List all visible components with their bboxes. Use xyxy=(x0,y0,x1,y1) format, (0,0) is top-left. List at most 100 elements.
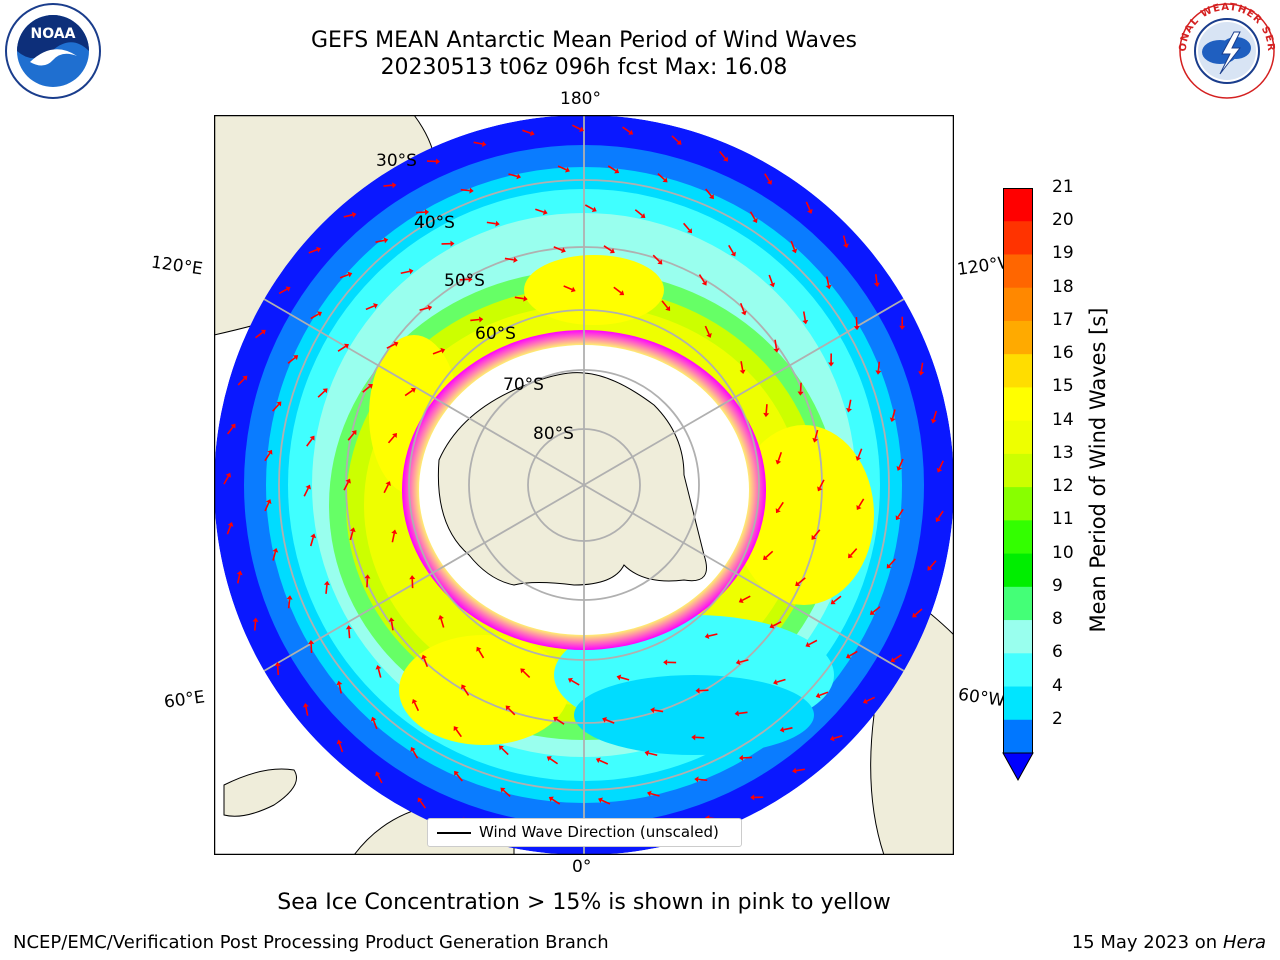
colorbar-tick-label: 4 xyxy=(1052,675,1063,696)
wind-wave-arrow xyxy=(375,664,382,678)
wind-wave-arrow xyxy=(899,316,906,330)
colorbar-segment xyxy=(1003,221,1033,255)
wind-wave-arrow xyxy=(417,797,427,809)
wind-wave-arrow xyxy=(738,595,751,603)
wind-wave-arrow xyxy=(869,606,881,615)
wind-wave-arrow xyxy=(476,646,485,659)
wind-wave-arrow xyxy=(416,209,430,216)
noaa-logo: NOAA xyxy=(2,2,104,100)
chart-subtitle: 20230513 t06z 096h fcst Max: 16.08 xyxy=(380,55,788,80)
wind-wave-arrow xyxy=(383,481,391,494)
wind-wave-arrow xyxy=(287,355,299,364)
wind-wave-arrow xyxy=(553,246,566,253)
wind-wave-arrow xyxy=(226,423,236,435)
wind-wave-arrow xyxy=(237,375,248,386)
wind-wave-arrow xyxy=(613,286,625,296)
wind-wave-arrows xyxy=(223,124,944,846)
footer-host: Hera xyxy=(1222,932,1266,953)
wind-wave-arrow xyxy=(634,209,646,218)
colorbar-tick-label: 13 xyxy=(1052,442,1074,463)
wind-wave-arrow xyxy=(797,382,804,396)
wind-wave-arrow xyxy=(370,716,378,730)
wind-wave-arrow xyxy=(339,271,353,279)
wind-wave-arrow xyxy=(719,151,728,162)
colorbar-segment xyxy=(1003,553,1033,588)
wind-wave-arrow xyxy=(616,674,630,681)
wind-wave-arrow xyxy=(553,716,565,725)
wind-wave-arrow xyxy=(426,158,440,165)
colorbar-segment xyxy=(1003,320,1033,355)
colorbar-tick-label: 6 xyxy=(1052,642,1063,663)
wind-wave-arrow xyxy=(432,347,446,355)
colorbar-tick-label: 2 xyxy=(1052,708,1063,729)
wind-wave-arrow xyxy=(453,726,462,738)
colorbar-segment xyxy=(1003,453,1033,488)
lat-label-40s: 40°S xyxy=(414,213,455,233)
wind-wave-arrow xyxy=(704,633,718,639)
wind-wave-arrow xyxy=(595,757,609,765)
wind-wave-arrow xyxy=(387,433,397,444)
colorbar-tick-label: 11 xyxy=(1052,509,1074,530)
footer-credit: NCEP/EMC/Verification Post Processing Pr… xyxy=(13,932,609,953)
wind-wave-arrow xyxy=(461,684,470,696)
wind-wave-arrow xyxy=(337,343,349,352)
wind-wave-arrow xyxy=(728,244,736,257)
wind-wave-arrow xyxy=(895,508,904,521)
wind-wave-arrow xyxy=(855,448,863,461)
colorbar-tick-label: 12 xyxy=(1052,476,1074,497)
wind-wave-arrow xyxy=(255,329,266,339)
wind-wave-arrow xyxy=(644,750,658,757)
wind-wave-arrow xyxy=(272,401,282,412)
colorbar-tick-label: 18 xyxy=(1052,276,1074,297)
wind-wave-arrow xyxy=(252,617,259,631)
wind-wave-arrow xyxy=(930,410,938,424)
wind-wave-arrow xyxy=(264,449,273,462)
wind-wave-arrow xyxy=(421,654,429,668)
wind-wave-arrow xyxy=(842,235,849,249)
wind-wave-arrow xyxy=(347,430,357,441)
wind-wave-arrow xyxy=(336,739,344,753)
wind-wave-arrow xyxy=(661,300,671,312)
wind-wave-arrow xyxy=(764,173,773,185)
wind-wave-arrow xyxy=(514,295,528,302)
wind-wave-arrow xyxy=(308,246,321,254)
colorbar-tick-label: 19 xyxy=(1052,243,1074,264)
wind-wave-arrow xyxy=(548,796,561,805)
wind-wave-arrow xyxy=(223,472,231,485)
wind-wave-arrow xyxy=(391,529,398,543)
wind-wave-arrow xyxy=(598,797,611,805)
wind-wave-arrow xyxy=(646,790,660,797)
wind-wave-arrow xyxy=(739,361,746,375)
wind-wave-arrow xyxy=(705,188,714,200)
wind-wave-arrow xyxy=(520,668,531,679)
wind-wave-arrow xyxy=(226,522,234,535)
wind-wave-arrow xyxy=(829,734,843,742)
wind-wave-arrow xyxy=(830,595,842,605)
wind-wave-arrow xyxy=(364,574,371,588)
wind-wave-arrow xyxy=(375,771,383,784)
wind-wave-arrow xyxy=(802,311,809,325)
colorbar-tick-label: 9 xyxy=(1052,575,1063,596)
wind-wave-arrow xyxy=(365,303,378,311)
sea-ice-note: Sea Ice Concentration > 15% is shown in … xyxy=(277,890,891,915)
wind-wave-arrow xyxy=(306,435,315,447)
wind-wave-arrow xyxy=(890,654,902,663)
wind-wave-arrow xyxy=(309,533,317,547)
colorbar-tick-label: 8 xyxy=(1052,609,1063,630)
wind-wave-arrow xyxy=(846,399,852,413)
wind-wave-arrow xyxy=(388,617,395,631)
colorbar-segment xyxy=(1003,420,1033,455)
wind-wave-arrow xyxy=(862,696,876,704)
wind-wave-arrow xyxy=(400,268,414,275)
wind-wave-arrow xyxy=(698,274,707,286)
wind-wave-arrow xyxy=(498,745,509,756)
wind-wave-arrow xyxy=(286,595,293,609)
colorbar-segment xyxy=(1003,686,1033,721)
lat-label-70s: 70°S xyxy=(503,375,544,395)
wind-wave-arrow xyxy=(272,547,279,561)
wind-wave-arrow xyxy=(470,316,484,323)
wind-wave-arrow xyxy=(317,388,328,398)
wind-wave-arrow xyxy=(811,529,821,540)
wind-wave-arrow xyxy=(735,659,749,666)
wind-wave-arrow xyxy=(763,550,774,561)
